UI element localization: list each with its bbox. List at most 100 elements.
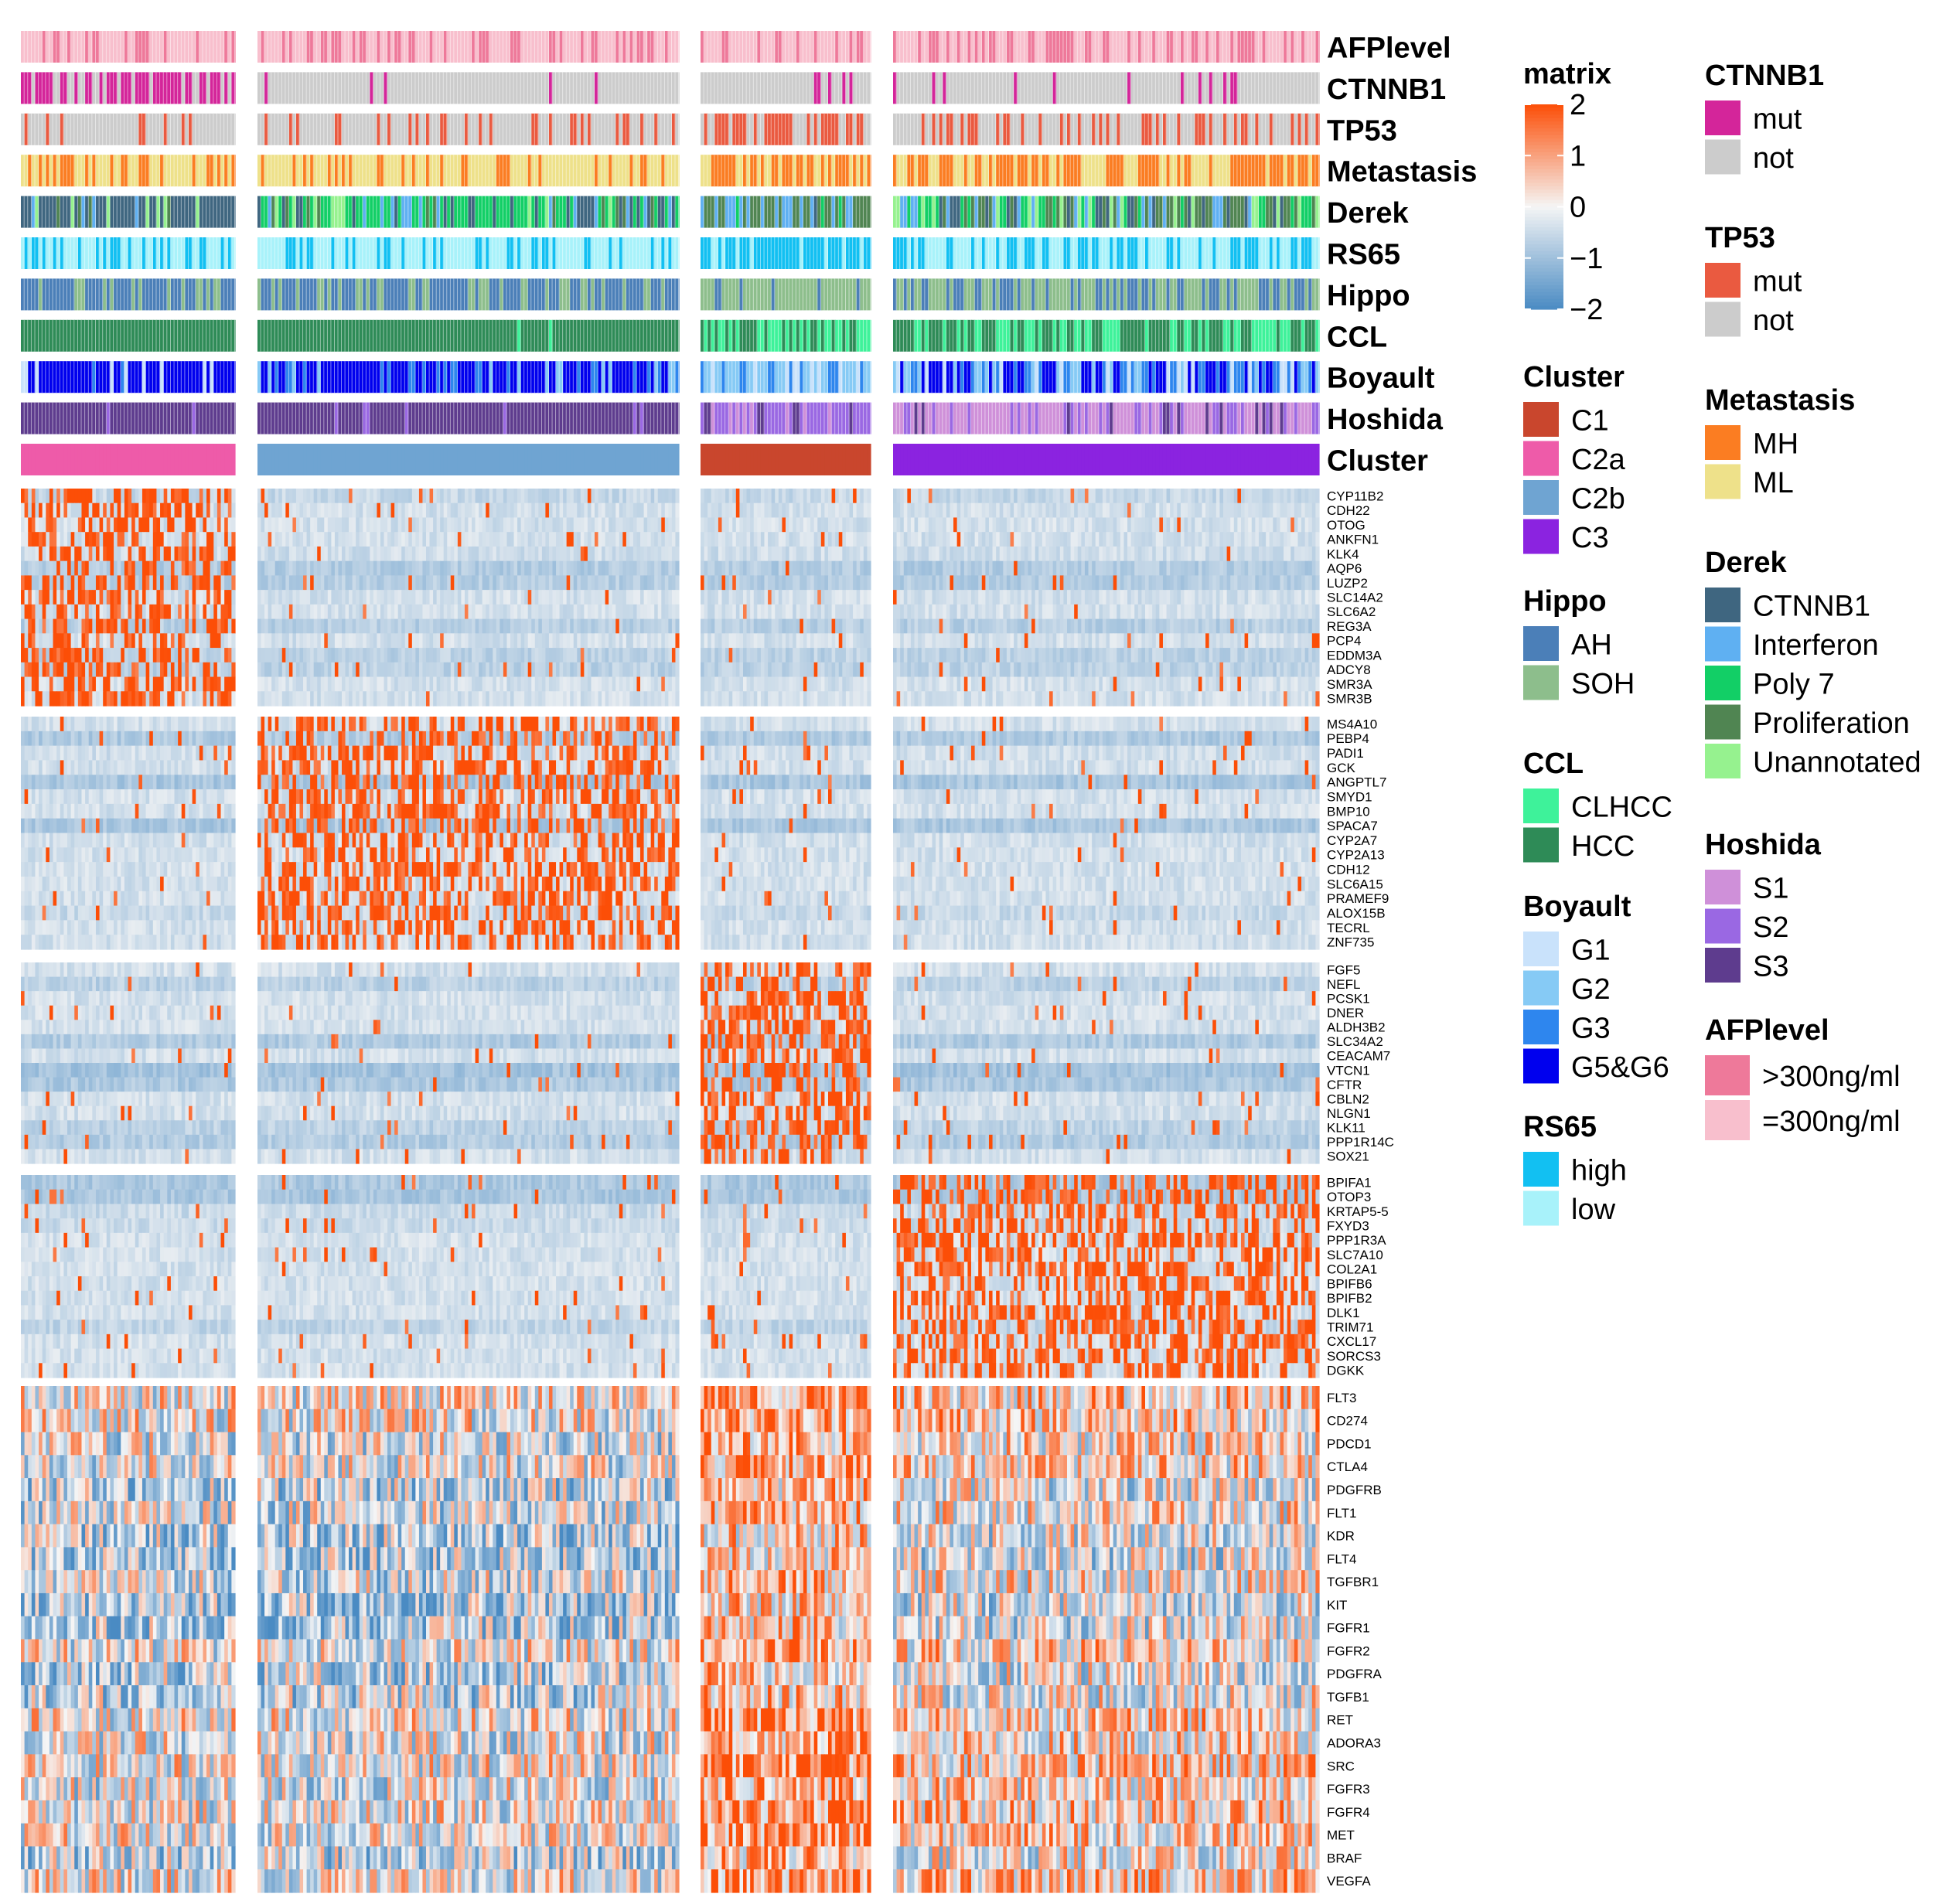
track-divider [636,31,637,63]
track-divider [1155,72,1156,104]
track-divider [281,31,282,63]
track-divider [639,31,640,63]
track-divider [753,31,754,63]
track-divider [1073,72,1074,104]
track-divider [461,31,462,63]
track-divider [1130,72,1131,104]
track-divider [1116,72,1117,104]
track-divider [632,72,633,104]
track-divider [678,31,679,63]
track-divider [863,72,864,104]
track-divider [1109,72,1110,104]
track-divider [1158,72,1159,104]
track-divider [849,72,850,104]
track-divider [924,72,925,104]
track-divider [749,72,750,104]
track-divider [306,31,307,63]
track-divider [1130,31,1131,63]
track-divider [1123,72,1124,104]
track-divider [548,31,549,63]
track-divider [281,72,282,104]
track-divider [341,31,342,63]
track-divider [220,31,221,63]
track-divider [106,72,107,104]
track-divider [234,72,235,104]
track-divider [436,72,437,104]
track-divider [1137,72,1138,104]
track-divider [362,31,363,63]
track-divider [838,31,839,63]
track-divider [117,31,118,63]
track-divider [1088,31,1089,63]
track-divider [320,72,321,104]
track-divider [548,72,549,104]
track-divider [1262,72,1263,104]
track-divider [348,72,349,104]
track-divider [27,31,28,63]
track-divider [820,72,821,104]
track-divider [1059,31,1060,63]
track-divider [774,72,775,104]
track-divider [457,72,458,104]
track-divider [84,31,85,63]
track-divider [223,31,224,63]
track-divider [956,72,957,104]
track-divider [227,31,228,63]
track-divider [274,31,275,63]
track-divider [1254,72,1255,104]
track-divider [917,31,918,63]
track-divider [1024,72,1025,104]
track-divider [749,31,750,63]
track-divider [341,72,342,104]
track-divider [566,72,567,104]
track-divider [366,31,367,63]
track-divider [643,72,644,104]
track-divider [443,31,444,63]
track-divider [1297,31,1298,63]
track-divider [764,72,765,104]
track-divider [657,31,658,63]
track-divider [827,31,828,63]
track-divider [608,72,609,104]
track-divider [1251,31,1252,63]
track-divider [899,31,900,63]
track-divider [678,72,679,104]
track-divider [767,31,768,63]
track-divider [984,31,985,63]
track-divider [425,72,426,104]
track-divider [295,31,296,63]
track-divider [1265,31,1266,63]
track-divider [834,31,835,63]
track-divider [464,72,465,104]
track-divider [984,72,985,104]
track-divider [192,72,193,104]
track-tp53 [21,114,1320,145]
track-divider [110,31,111,63]
track-divider [77,31,78,63]
track-divider [355,72,356,104]
track-divider [785,72,786,104]
track-divider [316,72,317,104]
track-divider [299,31,300,63]
track-divider [974,31,975,63]
track-divider [852,72,853,104]
track-divider [478,72,479,104]
track-divider [1269,72,1270,104]
track-divider [1116,31,1117,63]
track-divider [1010,31,1011,63]
track-divider [1137,31,1138,63]
track-divider [63,72,64,104]
track-divider [418,72,419,104]
track-divider [728,31,729,63]
track-divider [404,72,405,104]
track-divider [541,72,542,104]
track-divider [299,72,300,104]
track-divider [1095,72,1096,104]
track-divider [601,72,602,104]
track-divider [366,72,367,104]
track-divider [580,31,581,63]
track-divider [439,31,440,63]
track-divider [660,72,661,104]
track-divider [327,72,328,104]
track-divider [390,31,391,63]
